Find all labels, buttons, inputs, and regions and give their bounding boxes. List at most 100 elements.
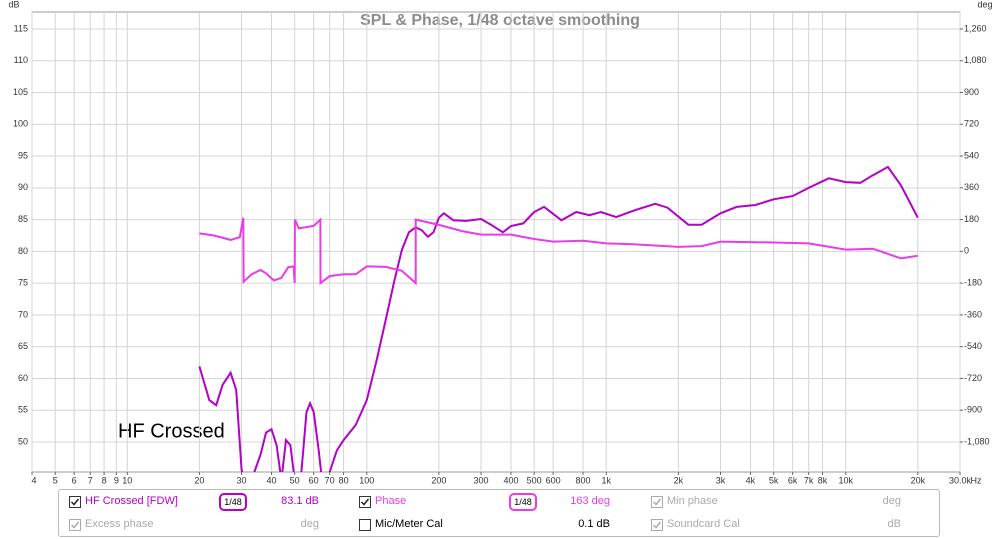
y2-tick-label: 360 xyxy=(964,182,979,192)
x-tick-label: 3k xyxy=(716,475,726,485)
x-tick-label: 200 xyxy=(431,475,446,485)
chart-title: SPL & Phase, 1/48 octave smoothing xyxy=(360,12,640,29)
x-tick-label: 20k xyxy=(911,475,926,485)
checkbox xyxy=(651,496,663,508)
x-tick-label: 5k xyxy=(769,475,779,485)
x-tick-label: 300 xyxy=(474,475,489,485)
x-tick-label: 7k xyxy=(804,475,814,485)
readout: deg xyxy=(300,518,319,530)
y-tick-label: 80 xyxy=(18,246,28,256)
readout: 0.1 dB xyxy=(578,518,610,530)
y-tick-label: 110 xyxy=(14,55,28,65)
smoothing-button[interactable]: 1/48 xyxy=(509,493,537,511)
checkbox xyxy=(651,519,663,531)
y-tick-label: 65 xyxy=(18,341,28,351)
x-tick-label: 6k xyxy=(788,475,798,485)
x-tick-label: 9 xyxy=(114,475,119,485)
chart: SPL & Phase, 1/48 octave smoothing dB de… xyxy=(8,0,992,485)
y-tick-label: 55 xyxy=(18,405,28,415)
x-tick-label: 8k xyxy=(818,475,828,485)
legend-label: HF Crossed [FDW] xyxy=(85,495,178,507)
y-tick-label: 50 xyxy=(18,436,28,446)
y2-tick-label: -180 xyxy=(964,278,982,288)
x-tick-label: 1k xyxy=(602,475,612,485)
y2-tick-label: 720 xyxy=(964,119,979,129)
readout: 163 deg xyxy=(570,495,610,507)
legend-label: Excess phase xyxy=(85,518,154,530)
checkbox-box xyxy=(359,496,371,508)
series-line xyxy=(198,165,919,472)
readout: deg xyxy=(882,495,901,507)
checkmark xyxy=(70,521,80,529)
y2-tick-label: 900 xyxy=(964,87,979,97)
y2-tick-label: 540 xyxy=(964,150,979,160)
y2-tick-label: -1,080 xyxy=(964,436,990,446)
x-tick-label: 400 xyxy=(503,475,518,485)
legend-label: Soundcard Cal xyxy=(667,518,740,530)
y-tick-label: 115 xyxy=(14,23,28,33)
x-tick-label: 2k xyxy=(674,475,684,485)
x-tick-label: 800 xyxy=(576,475,591,485)
x-tick-label: 40 xyxy=(266,475,276,485)
y2-tick-label: -720 xyxy=(964,373,982,383)
readout: 83.1 dB xyxy=(281,495,319,507)
x-tick-label: 10 xyxy=(122,475,132,485)
checkbox-box xyxy=(651,519,663,531)
y-tick-label: 85 xyxy=(18,214,28,224)
x-tick-label: 20 xyxy=(194,475,204,485)
checkbox[interactable] xyxy=(359,519,371,531)
y-tick-label: 105 xyxy=(13,87,28,97)
annotation: HF Crossed xyxy=(118,420,225,442)
x-tick-label: 8 xyxy=(102,475,107,485)
y2-tick-label: 1,080 xyxy=(964,55,987,65)
x-tick-label: 7 xyxy=(88,475,93,485)
checkmark xyxy=(652,498,662,506)
checkmark xyxy=(360,498,370,506)
readout: dB xyxy=(887,518,901,530)
checkbox[interactable] xyxy=(69,496,81,508)
y2-tick-label: -360 xyxy=(964,309,982,319)
y2-tick-label: -540 xyxy=(964,341,982,351)
legend-panel: HF Crossed [FDW] 1/48 83.1 dB Phase 1/48 163 … xyxy=(58,489,940,537)
y-tick-label: 60 xyxy=(18,373,28,383)
legend-label: Mic/Meter Cal xyxy=(375,518,443,530)
checkmark xyxy=(652,521,662,529)
x-tick-label: 30 xyxy=(237,475,247,485)
x-tick-label: 50 xyxy=(290,475,300,485)
x-tick-label: 70 xyxy=(325,475,335,485)
x-tick-label: 4k xyxy=(746,475,756,485)
x-tick-label: 5 xyxy=(53,475,58,485)
checkmark xyxy=(70,498,80,506)
y2-tick-label: 0 xyxy=(964,246,969,256)
smoothing-button[interactable]: 1/48 xyxy=(219,493,247,511)
checkbox-box xyxy=(69,496,81,508)
x-tick-label: 6 xyxy=(72,475,77,485)
checkbox xyxy=(69,519,81,531)
checkbox-box xyxy=(69,519,81,531)
legend-label: Phase xyxy=(375,495,407,507)
y2-tick-label: 180 xyxy=(964,214,979,224)
y-tick-label: 90 xyxy=(18,182,28,192)
legend-label: Min phase xyxy=(667,495,718,507)
x-axis-label: Hz xyxy=(971,475,982,485)
x-tick-label: 60 xyxy=(309,475,319,485)
y2-tick-label: 1,260 xyxy=(964,23,987,33)
y-tick-label: 100 xyxy=(13,119,28,129)
x-tick-label: 10k xyxy=(838,475,853,485)
checkbox-box xyxy=(651,496,663,508)
checkbox-box xyxy=(359,519,371,531)
x-tick-label: 500 xyxy=(527,475,542,485)
x-tick-label: 80 xyxy=(339,475,349,485)
checkbox[interactable] xyxy=(359,496,371,508)
x-tick-label: 600 xyxy=(546,475,561,485)
y2-tick-label: -900 xyxy=(964,405,982,415)
x-tick-label: 4 xyxy=(31,475,36,485)
y-tick-label: 95 xyxy=(18,150,28,160)
y-axis-label: dB xyxy=(8,0,19,9)
series-line xyxy=(199,217,918,286)
plot-area xyxy=(31,11,961,473)
y-tick-label: 75 xyxy=(18,278,28,288)
x-tick-label: 30.0k xyxy=(949,475,972,485)
y-tick-label: 70 xyxy=(18,309,28,319)
